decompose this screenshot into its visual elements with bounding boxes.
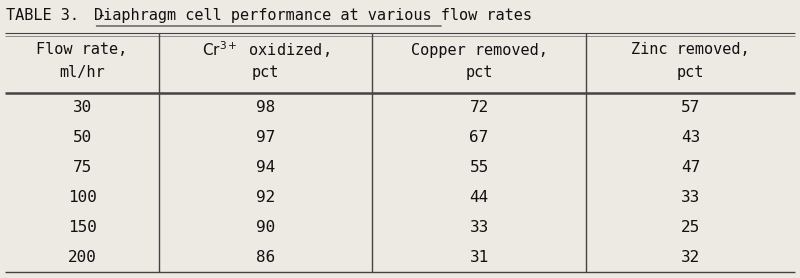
Text: 55: 55 xyxy=(470,160,489,175)
Text: Zinc removed,: Zinc removed, xyxy=(631,43,750,58)
Text: 25: 25 xyxy=(681,220,700,235)
Text: 100: 100 xyxy=(67,190,97,205)
Text: 50: 50 xyxy=(73,130,92,145)
Text: 98: 98 xyxy=(256,100,275,115)
Text: 47: 47 xyxy=(681,160,700,175)
Text: 200: 200 xyxy=(67,250,97,265)
Text: 90: 90 xyxy=(256,220,275,235)
Text: 31: 31 xyxy=(470,250,489,265)
Text: $\mathrm{Cr}^{\mathsf{3+}}$ oxidized,: $\mathrm{Cr}^{\mathsf{3+}}$ oxidized, xyxy=(202,40,330,60)
Text: TABLE 3.  -: TABLE 3. - xyxy=(6,8,115,23)
Text: 32: 32 xyxy=(681,250,700,265)
Text: 92: 92 xyxy=(256,190,275,205)
Text: 33: 33 xyxy=(681,190,700,205)
Text: Copper removed,: Copper removed, xyxy=(410,43,547,58)
Text: pct: pct xyxy=(466,66,493,81)
Text: 94: 94 xyxy=(256,160,275,175)
Text: Diaphragm cell performance at various flow rates: Diaphragm cell performance at various fl… xyxy=(94,8,532,23)
Text: 72: 72 xyxy=(470,100,489,115)
Text: 67: 67 xyxy=(470,130,489,145)
Text: 75: 75 xyxy=(73,160,92,175)
Text: 43: 43 xyxy=(681,130,700,145)
Text: 44: 44 xyxy=(470,190,489,205)
Text: ml/hr: ml/hr xyxy=(59,66,105,81)
Text: 30: 30 xyxy=(73,100,92,115)
Text: 97: 97 xyxy=(256,130,275,145)
Text: 57: 57 xyxy=(681,100,700,115)
Text: pct: pct xyxy=(252,66,279,81)
Text: 33: 33 xyxy=(470,220,489,235)
Text: Flow rate,: Flow rate, xyxy=(37,43,128,58)
Text: 86: 86 xyxy=(256,250,275,265)
Text: 150: 150 xyxy=(67,220,97,235)
Text: pct: pct xyxy=(677,66,704,81)
